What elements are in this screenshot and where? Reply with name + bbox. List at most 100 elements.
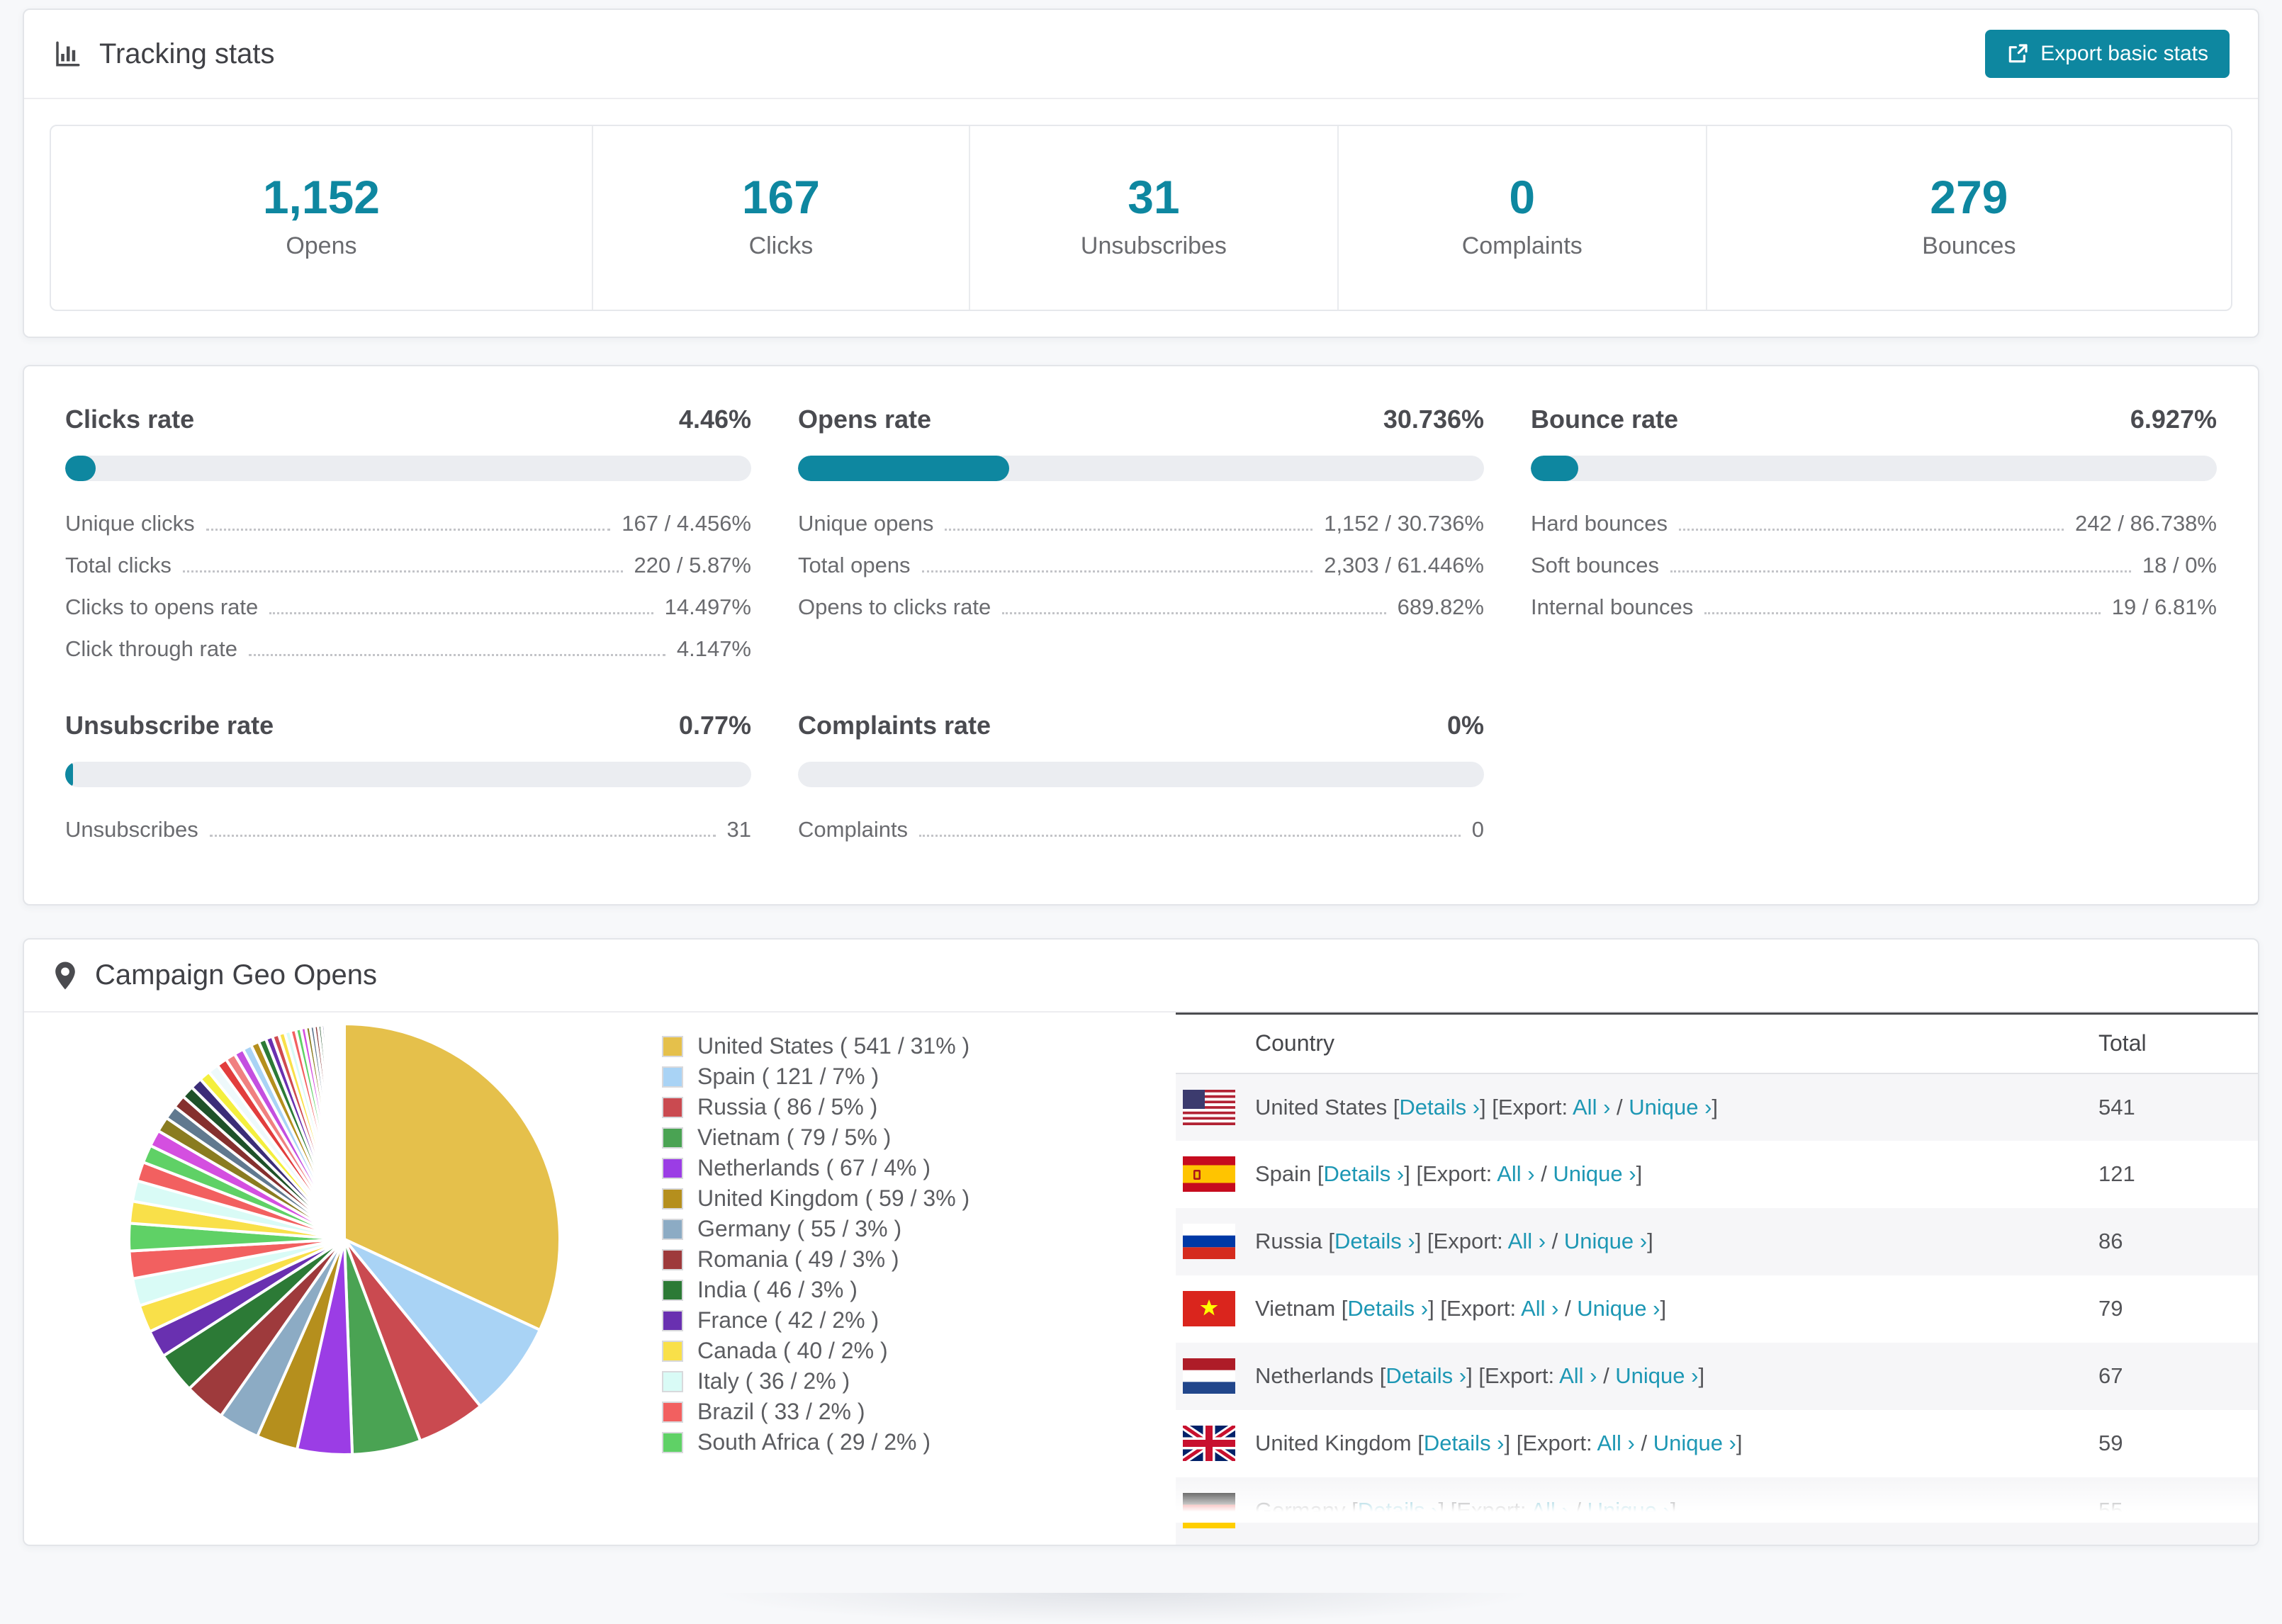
rate-detail-row: Complaints 0 bbox=[798, 817, 1484, 859]
flag-gb-icon bbox=[1183, 1426, 1235, 1461]
legend-item-netherlands[interactable]: Netherlands ( 67 / 4% ) bbox=[662, 1153, 969, 1183]
rate-value: 6.927% bbox=[2130, 405, 2217, 434]
flag-vn-icon bbox=[1183, 1291, 1235, 1326]
stat-value: 167 bbox=[741, 171, 820, 223]
country-name: Netherlands bbox=[1255, 1363, 1380, 1388]
legend-item-united-kingdom[interactable]: United Kingdom ( 59 / 3% ) bbox=[662, 1183, 969, 1214]
pie-slice-united-states bbox=[343, 1022, 561, 1331]
legend-item-canada[interactable]: Canada ( 40 / 2% ) bbox=[662, 1336, 969, 1366]
rate-row-value: 2,303 / 61.446% bbox=[1324, 553, 1484, 577]
legend-item-south-africa[interactable]: South Africa ( 29 / 2% ) bbox=[662, 1427, 969, 1457]
flag-nl-icon bbox=[1183, 1358, 1235, 1394]
legend-swatch bbox=[662, 1157, 683, 1179]
flag-ru-icon bbox=[1183, 1224, 1235, 1259]
rate-detail-row: Total opens 2,303 / 61.446% bbox=[798, 553, 1484, 594]
legend-swatch bbox=[662, 1066, 683, 1088]
flag-us-icon bbox=[1183, 1089, 1235, 1125]
geo-opens-pie-chart bbox=[128, 1022, 561, 1456]
legend-item-russia[interactable]: Russia ( 86 / 5% ) bbox=[662, 1092, 969, 1122]
flag-de-icon bbox=[1183, 1493, 1235, 1528]
rate-title: Clicks rate bbox=[65, 405, 195, 434]
legend-item-italy[interactable]: Italy ( 36 / 2% ) bbox=[662, 1366, 969, 1397]
rate-row-label: Clicks to opens rate bbox=[65, 594, 259, 619]
legend-label: Netherlands ( 67 / 4% ) bbox=[697, 1155, 931, 1180]
export-unique-link[interactable]: Unique › bbox=[1587, 1498, 1670, 1523]
total-cell: 79 bbox=[2098, 1296, 2123, 1321]
details-link[interactable]: Details › bbox=[1334, 1229, 1415, 1253]
rate-row-value: 1,152 / 30.736% bbox=[1324, 511, 1484, 536]
rate-row-label: Complaints bbox=[798, 817, 909, 842]
bar-chart-icon bbox=[52, 39, 82, 69]
rate-row-value: 689.82% bbox=[1397, 594, 1484, 619]
total-cell: 541 bbox=[2098, 1094, 2135, 1120]
rate-row-value: 220 / 5.87% bbox=[634, 553, 751, 577]
total-cell: 67 bbox=[2098, 1363, 2123, 1388]
export-unique-link[interactable]: Unique › bbox=[1653, 1431, 1736, 1455]
dotted-leader bbox=[209, 835, 716, 837]
dotted-leader bbox=[182, 570, 623, 573]
dotted-leader bbox=[1679, 529, 2064, 531]
rate-block-bounce-rate: Bounce rate 6.927% Hard bounces 242 / 86.73… bbox=[1531, 405, 2217, 678]
rate-block-clicks-rate: Clicks rate 4.46% Unique clicks 167 / 4.456… bbox=[65, 405, 751, 678]
legend-item-germany[interactable]: Germany ( 55 / 3% ) bbox=[662, 1214, 969, 1244]
map-pin-icon bbox=[52, 961, 78, 991]
export-all-link[interactable]: All › bbox=[1507, 1229, 1546, 1253]
flag-es-icon bbox=[1183, 1156, 1235, 1192]
export-all-link[interactable]: All › bbox=[1573, 1094, 1611, 1120]
rate-detail-row: Click through rate 4.147% bbox=[65, 636, 751, 678]
export-unique-link[interactable]: Unique › bbox=[1577, 1296, 1660, 1321]
rate-detail-row: Unsubscribes 31 bbox=[65, 817, 751, 859]
export-unique-link[interactable]: Unique › bbox=[1553, 1161, 1636, 1186]
table-row-ru: Russia [Details ›] [Export: All › / Uniq… bbox=[1176, 1207, 2258, 1275]
export-unique-link[interactable]: Unique › bbox=[1615, 1363, 1699, 1388]
country-cell: Netherlands [Details ›] [Export: All › /… bbox=[1255, 1363, 1705, 1388]
legend-label: Brazil ( 33 / 2% ) bbox=[697, 1399, 865, 1424]
rate-title: Bounce rate bbox=[1531, 405, 1679, 434]
legend-swatch bbox=[662, 1218, 683, 1240]
legend-label: South Africa ( 29 / 2% ) bbox=[697, 1429, 931, 1455]
legend-item-india[interactable]: India ( 46 / 3% ) bbox=[662, 1275, 969, 1305]
country-name: Germany bbox=[1255, 1498, 1352, 1523]
details-link[interactable]: Details › bbox=[1399, 1094, 1480, 1120]
rate-value: 0% bbox=[1446, 711, 1484, 740]
export-basic-stats-button[interactable]: Export basic stats bbox=[1985, 30, 2230, 78]
rate-detail-row: Soft bounces 18 / 0% bbox=[1531, 553, 2217, 594]
export-all-link[interactable]: All › bbox=[1521, 1296, 1559, 1321]
legend-item-romania[interactable]: Romania ( 49 / 3% ) bbox=[662, 1244, 969, 1275]
legend-item-vietnam[interactable]: Vietnam ( 79 / 5% ) bbox=[662, 1122, 969, 1153]
export-unique-link[interactable]: Unique › bbox=[1563, 1229, 1648, 1253]
export-all-link[interactable]: All › bbox=[1497, 1161, 1535, 1186]
legend-label: Vietnam ( 79 / 5% ) bbox=[697, 1124, 892, 1150]
legend-item-spain[interactable]: Spain ( 121 / 7% ) bbox=[662, 1061, 969, 1092]
rate-progress-fill bbox=[65, 456, 96, 481]
rate-row-label: Unique clicks bbox=[65, 511, 195, 536]
details-link[interactable]: Details › bbox=[1347, 1296, 1429, 1321]
geo-title-wrap: Campaign Geo Opens bbox=[52, 959, 377, 991]
rate-progress-track bbox=[1531, 456, 2217, 481]
export-all-link[interactable]: All › bbox=[1597, 1431, 1635, 1455]
export-unique-link[interactable]: Unique › bbox=[1629, 1094, 1712, 1120]
country-name: Russia bbox=[1255, 1229, 1329, 1253]
legend-item-brazil[interactable]: Brazil ( 33 / 2% ) bbox=[662, 1397, 969, 1427]
export-all-link[interactable]: All › bbox=[1531, 1498, 1569, 1523]
legend-swatch bbox=[662, 1035, 683, 1057]
table-row-vn: Vietnam [Details ›] [Export: All › / Uni… bbox=[1176, 1275, 2258, 1343]
total-cell: 59 bbox=[2098, 1431, 2123, 1455]
rate-row-label: Unsubscribes bbox=[65, 817, 198, 842]
campaign-geo-opens-card: Campaign Geo Opens United States ( 541 /… bbox=[23, 938, 2259, 1546]
header-total: Total bbox=[2098, 1013, 2258, 1074]
legend-swatch bbox=[662, 1248, 683, 1270]
legend-item-france[interactable]: France ( 42 / 2% ) bbox=[662, 1305, 969, 1336]
geo-body: United States ( 541 / 31% ) Spain ( 121 /… bbox=[24, 1013, 2258, 1545]
details-link[interactable]: Details › bbox=[1386, 1363, 1467, 1388]
rate-value: 0.77% bbox=[678, 711, 751, 740]
stat-label: Complaints bbox=[1461, 232, 1583, 259]
legend-item-united-states[interactable]: United States ( 541 / 31% ) bbox=[662, 1031, 969, 1061]
dotted-leader bbox=[1704, 612, 2101, 614]
geo-country-table: Country Total United States [Details ›] … bbox=[1176, 1013, 2258, 1545]
details-link[interactable]: Details › bbox=[1323, 1161, 1405, 1186]
details-link[interactable]: Details › bbox=[1423, 1431, 1505, 1455]
export-all-link[interactable]: All › bbox=[1559, 1363, 1597, 1388]
geo-header: Campaign Geo Opens bbox=[24, 940, 2258, 1013]
details-link[interactable]: Details › bbox=[1357, 1498, 1439, 1523]
